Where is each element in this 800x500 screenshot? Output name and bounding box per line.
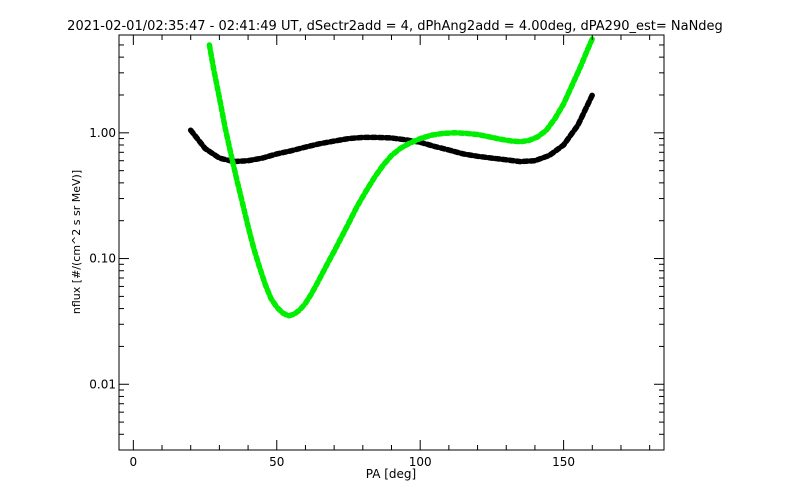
plot-frame — [118, 34, 665, 451]
y-tick-label: 0.10 — [89, 252, 116, 266]
y-tick-label: 1.00 — [89, 126, 116, 140]
x-tick-label: 150 — [552, 455, 575, 469]
chart-title: 2021-02-01/02:35:47 - 02:41:49 UT, dSect… — [67, 19, 723, 34]
y-tick-label: 0.01 — [89, 377, 116, 391]
x-tick-label: 0 — [130, 455, 138, 469]
series-line-1 — [206, 36, 596, 319]
y-axis-label: nflux [#/(cm^2 s sr MeV)] — [70, 170, 83, 314]
x-tick-label: 100 — [409, 455, 432, 469]
series-line-0 — [187, 92, 596, 165]
x-axis-label: PA [deg] — [366, 467, 416, 481]
x-tick-label: 50 — [269, 455, 284, 469]
